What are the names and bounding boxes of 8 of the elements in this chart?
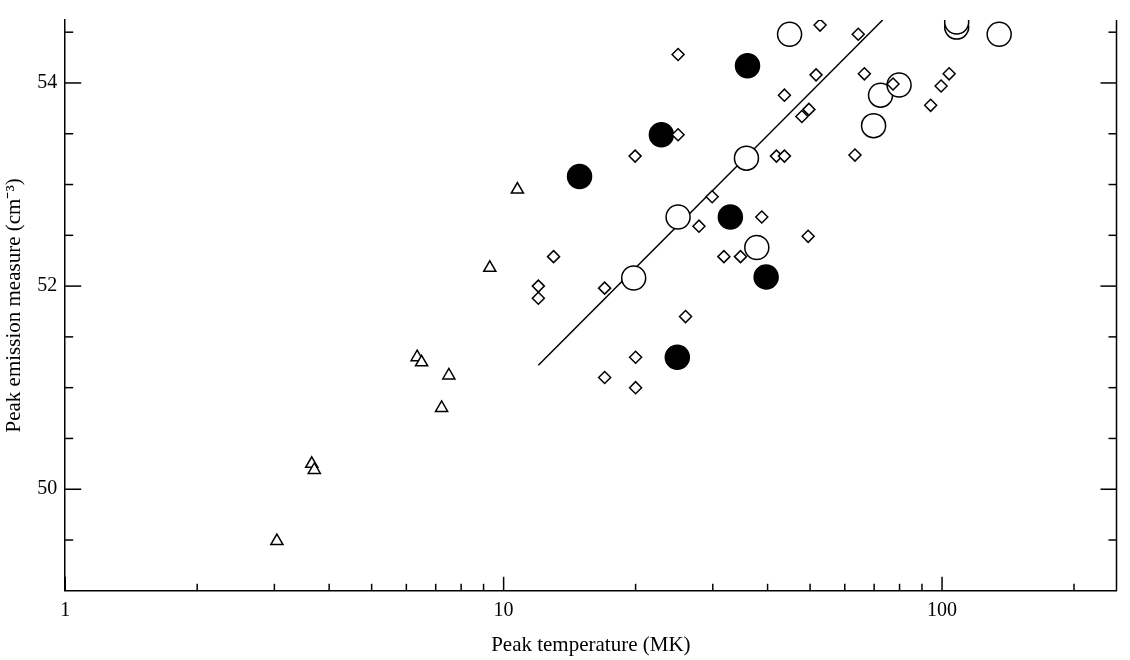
- x-axis-title: Peak temperature (MK): [491, 631, 691, 656]
- y-tick-label: 52: [37, 273, 58, 296]
- y-tick-label: 54: [37, 70, 58, 93]
- y-axis-title: Peak emission measure (cm⁻³): [1, 178, 26, 433]
- y-tick-label: 50: [37, 476, 58, 499]
- x-tick-label: 10: [493, 598, 514, 621]
- x-tick-label: 100: [927, 598, 958, 621]
- x-tick-label: 1: [60, 598, 71, 621]
